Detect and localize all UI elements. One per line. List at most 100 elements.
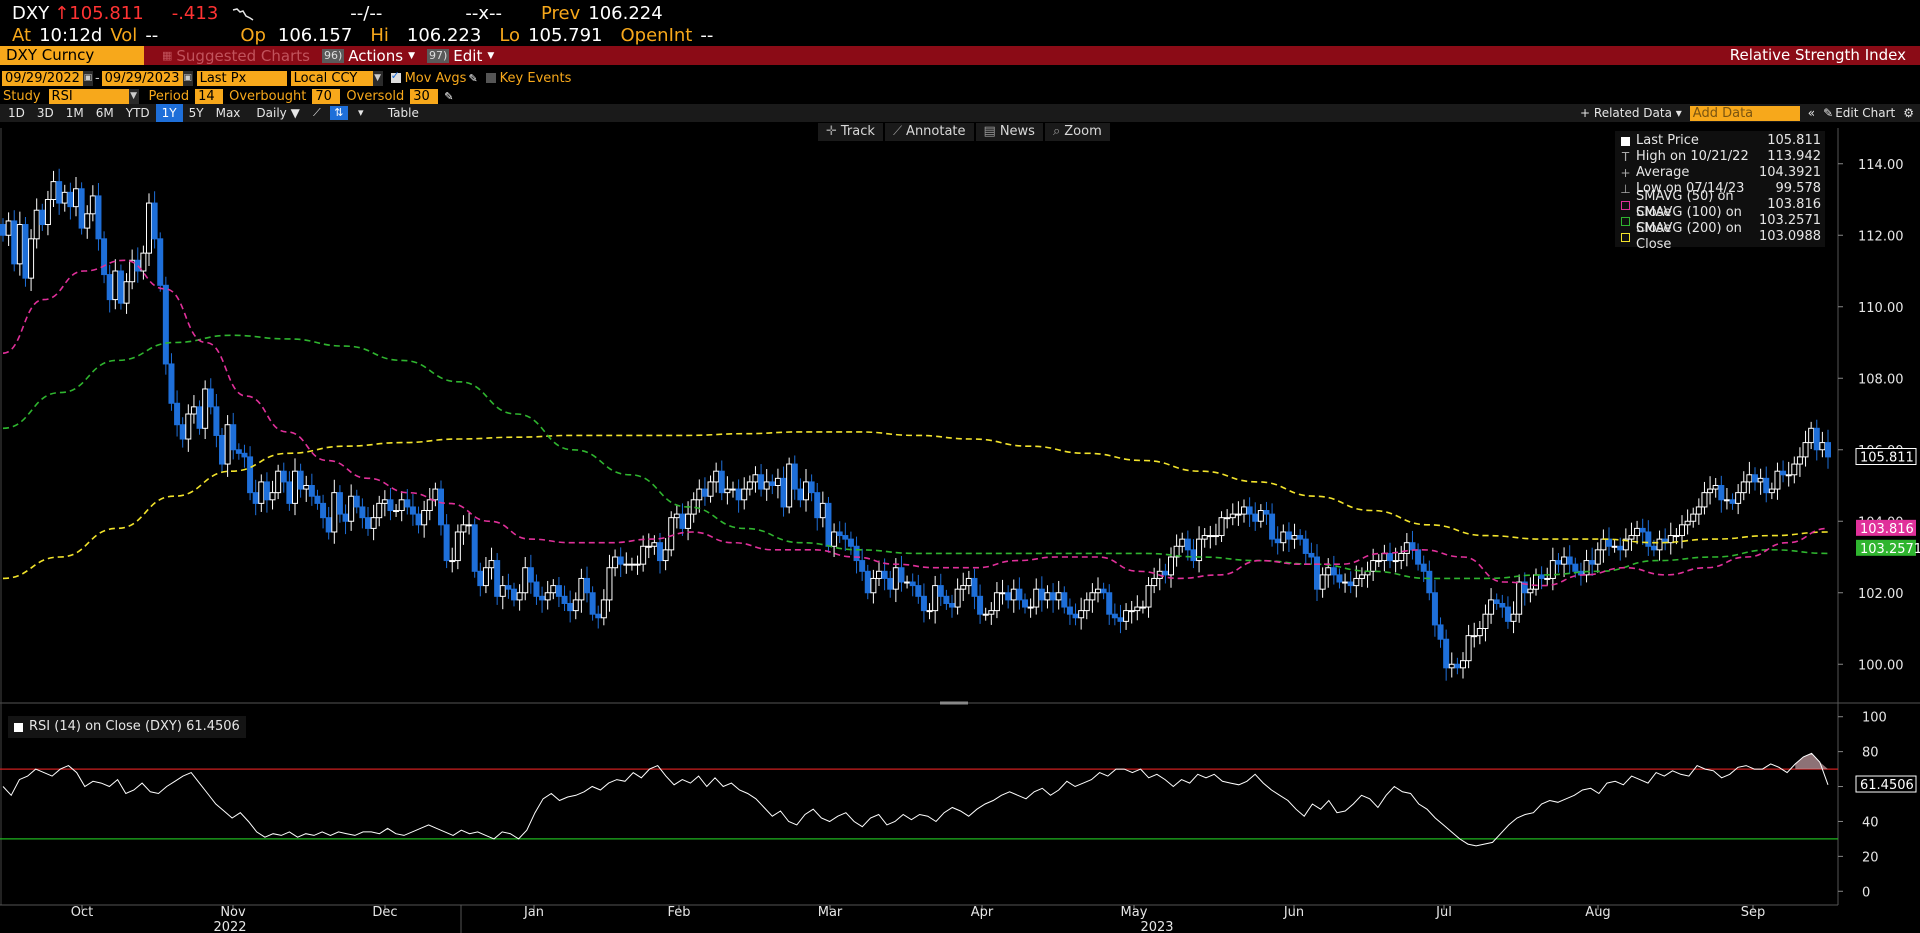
candle-body bbox=[898, 567, 905, 583]
collapse-icon[interactable]: « bbox=[1807, 106, 1816, 120]
series-swatch bbox=[1621, 136, 1630, 146]
candle-body bbox=[527, 567, 534, 583]
candle bbox=[1347, 571, 1354, 594]
candle-body bbox=[505, 585, 512, 590]
candlestick-icon[interactable]: ⇅ bbox=[329, 106, 348, 120]
candle bbox=[1263, 501, 1270, 525]
candle bbox=[1044, 585, 1051, 609]
candle-body bbox=[1594, 549, 1601, 565]
edit-chart-button[interactable]: Edit Chart bbox=[1835, 106, 1896, 120]
zoom-button[interactable]: ⌕ Zoom bbox=[1044, 123, 1110, 141]
candle-body bbox=[1723, 499, 1730, 502]
annotate-label: Annotate bbox=[906, 124, 966, 139]
candle bbox=[140, 245, 147, 280]
mov-avgs-checkbox[interactable] bbox=[390, 69, 401, 83]
price-field-select[interactable]: Last Px bbox=[196, 70, 287, 86]
candle-body bbox=[1606, 538, 1612, 547]
overbought-input[interactable]: 70 bbox=[312, 88, 341, 104]
candle-body bbox=[1083, 599, 1090, 612]
candle-body bbox=[39, 209, 46, 226]
candle bbox=[977, 584, 984, 624]
rsi-y-tick-label: 80 bbox=[1862, 746, 1879, 761]
candle bbox=[954, 578, 961, 615]
candle-body bbox=[881, 570, 888, 579]
candle-body bbox=[651, 542, 658, 547]
price-badge: 103.2571 bbox=[1856, 539, 1920, 557]
pencil-icon[interactable]: ✎ bbox=[468, 71, 478, 85]
candle bbox=[1819, 431, 1826, 458]
edit-menu[interactable]: 97) Edit ▼ bbox=[421, 46, 500, 65]
candle bbox=[1476, 620, 1483, 645]
start-date-field[interactable]: 09/29/2022 bbox=[2, 70, 83, 86]
oversold-input[interactable]: 30 bbox=[410, 88, 439, 104]
study-select[interactable]: RSI bbox=[48, 88, 129, 104]
candle-body bbox=[1645, 531, 1652, 547]
candle-body bbox=[207, 388, 214, 408]
tab-5y[interactable]: 5Y bbox=[188, 106, 204, 120]
candle-body bbox=[1072, 613, 1079, 619]
line-chart-icon[interactable]: ⟋ bbox=[312, 106, 321, 119]
legend-row-smavg-200-on-close: SMAVG (200) on Close 103.0988 bbox=[1615, 221, 1825, 252]
candle bbox=[870, 569, 877, 604]
candle-body bbox=[1780, 470, 1787, 476]
candle-body bbox=[1763, 477, 1770, 494]
candle-body bbox=[819, 502, 826, 519]
candle bbox=[1780, 460, 1787, 483]
candle bbox=[247, 446, 254, 501]
news-button[interactable]: ▤ News bbox=[975, 123, 1043, 141]
calendar-icon[interactable]: ▣ bbox=[82, 70, 93, 86]
candle bbox=[1712, 477, 1719, 498]
pencil-icon[interactable]: ✎ bbox=[444, 89, 454, 103]
candle-body bbox=[320, 502, 327, 519]
candle bbox=[1066, 598, 1073, 625]
end-date-field[interactable]: 09/29/2023 bbox=[101, 70, 183, 86]
candle-body bbox=[1139, 606, 1146, 609]
legend-label: Average bbox=[1636, 165, 1690, 180]
tab-1d[interactable]: 1D bbox=[8, 106, 25, 120]
candle-body bbox=[404, 499, 411, 508]
related-data-button[interactable]: + Related Data ▾ bbox=[1580, 106, 1682, 120]
candle bbox=[1606, 527, 1612, 556]
actions-menu[interactable]: 96) Actions ▼ bbox=[316, 46, 421, 65]
candle-body bbox=[847, 538, 854, 547]
suggested-charts-button[interactable]: ▦ Suggested Charts bbox=[156, 46, 316, 65]
key-events-checkbox[interactable] bbox=[485, 73, 496, 83]
candle bbox=[1628, 522, 1635, 551]
currency-select[interactable]: Local CCY bbox=[290, 70, 373, 86]
legend-value: 103.2571 bbox=[1758, 213, 1821, 228]
tab-6m[interactable]: 6M bbox=[95, 106, 114, 120]
candle bbox=[584, 566, 590, 603]
candle bbox=[303, 475, 310, 502]
candle-body bbox=[1521, 581, 1528, 594]
security-input[interactable]: DXY Curncy bbox=[0, 46, 144, 65]
low-label: Lo bbox=[499, 24, 521, 46]
tab-3d[interactable]: 3D bbox=[36, 106, 54, 120]
table-button[interactable]: Table bbox=[387, 106, 419, 120]
candle bbox=[1510, 601, 1517, 634]
candle bbox=[1746, 461, 1753, 494]
candle-body bbox=[1516, 581, 1523, 615]
frequency-select[interactable]: Daily ▼ bbox=[256, 106, 300, 120]
tab-1y[interactable]: 1Y bbox=[155, 104, 183, 122]
annotate-button[interactable]: ⟋ Annotate bbox=[884, 123, 974, 141]
track-button[interactable]: ✛ Track bbox=[818, 123, 883, 141]
candle bbox=[696, 479, 703, 513]
add-data-input[interactable]: Add Data bbox=[1689, 105, 1800, 121]
candle-body bbox=[1403, 542, 1410, 554]
tab-ytd[interactable]: YTD bbox=[125, 106, 150, 120]
chart-type-dropdown-icon[interactable]: ▾ bbox=[358, 106, 364, 119]
candle-body bbox=[1201, 535, 1208, 540]
tab-1m[interactable]: 1M bbox=[65, 106, 84, 120]
candle bbox=[522, 557, 529, 601]
period-input[interactable]: 14 bbox=[195, 88, 224, 104]
calendar-icon[interactable]: ▣ bbox=[182, 70, 193, 86]
chevron-down-icon[interactable]: ▼ bbox=[372, 70, 383, 86]
chevron-down-icon[interactable]: ▼ bbox=[128, 88, 139, 104]
month-label: Aug bbox=[1585, 905, 1610, 920]
candle bbox=[1280, 524, 1287, 552]
candle bbox=[904, 575, 911, 589]
gear-icon[interactable]: ⚙ bbox=[1903, 106, 1914, 120]
candle bbox=[336, 485, 343, 523]
tab-max[interactable]: Max bbox=[215, 106, 241, 120]
